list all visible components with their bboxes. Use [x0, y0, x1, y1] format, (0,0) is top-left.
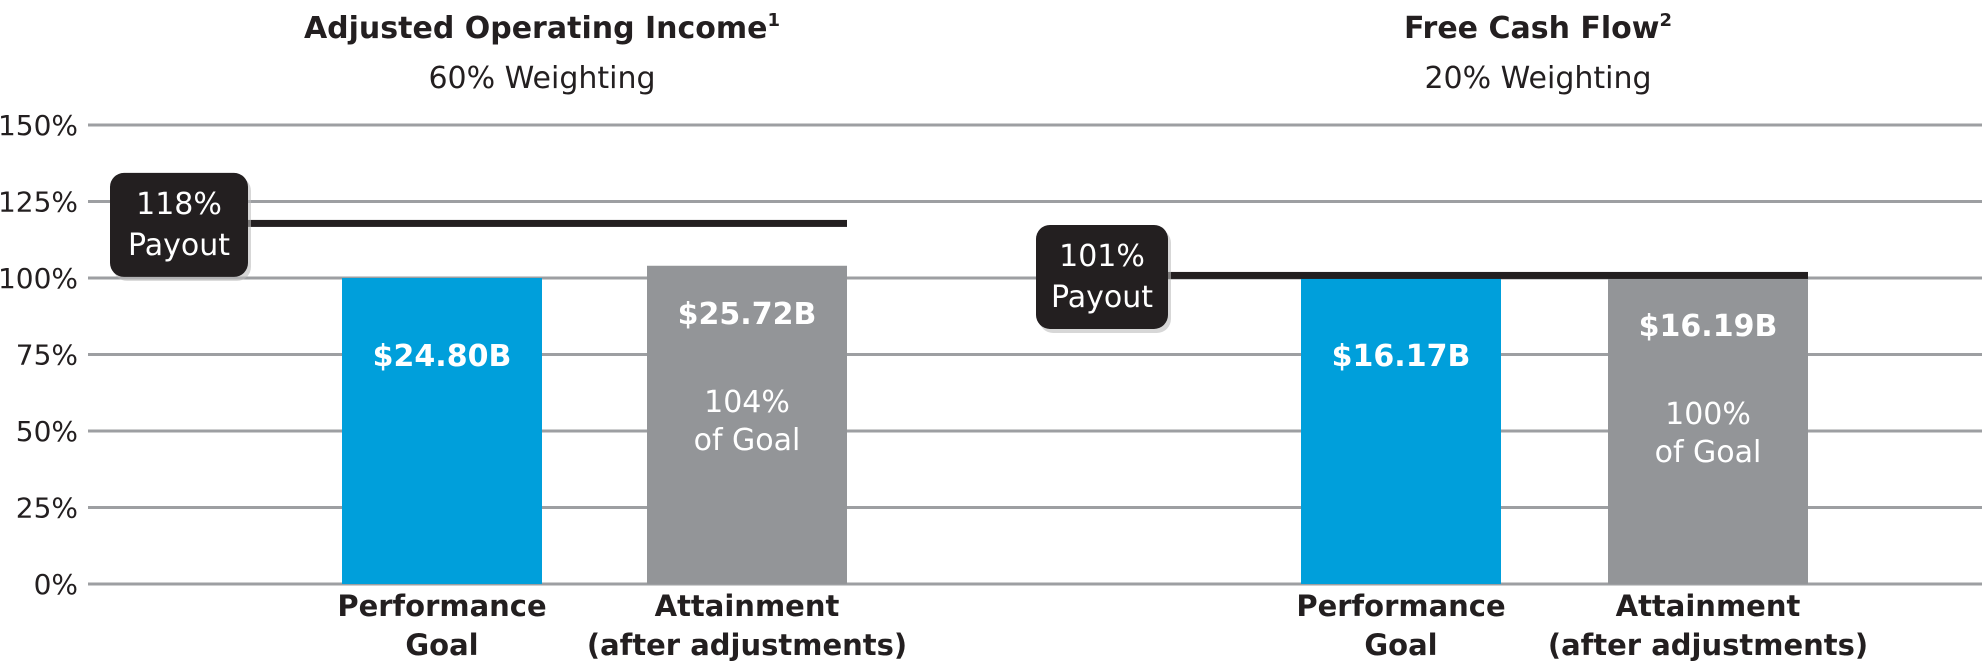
bar [342, 278, 542, 584]
bar-percent-label: of Goal [694, 423, 801, 458]
payout-label: Payout [1051, 280, 1153, 315]
bar-value-label: $16.17B [1332, 339, 1471, 374]
payout-badge [110, 172, 248, 277]
bar [1608, 278, 1808, 584]
footnote-marker: 2 [1660, 10, 1673, 31]
y-tick-label: 50% [16, 415, 78, 448]
bar-value-label: $24.80B [373, 339, 512, 374]
payout-percent: 118% [136, 187, 222, 222]
category-label: (after adjustments) [587, 628, 907, 662]
y-tick-label: 0% [34, 568, 78, 601]
chart-subtitle: 60% Weighting [428, 61, 655, 96]
bar [647, 265, 847, 584]
bar-percent-label: of Goal [1655, 435, 1762, 470]
category-label: (after adjustments) [1548, 628, 1868, 662]
bar-value-label: $16.19B [1639, 309, 1778, 344]
payout-label: Payout [128, 228, 230, 263]
payout-markers: 118% Payout 101% Payout [110, 172, 1808, 333]
chart-subtitle: 20% Weighting [1424, 61, 1651, 96]
bar-percent-label: 100% [1665, 397, 1751, 432]
category-label: Goal [1364, 628, 1437, 662]
footnote-marker: 1 [768, 10, 781, 31]
payout-percent: 101% [1059, 239, 1145, 274]
y-tick-label: 125% [0, 186, 78, 219]
bar-percent-label: 104% [704, 385, 790, 420]
bar [1301, 278, 1501, 584]
y-tick-label: 75% [16, 339, 78, 372]
y-tick-label: 150% [0, 109, 78, 142]
category-label: Performance [1296, 589, 1505, 623]
payout-line [150, 219, 847, 227]
labels: Adjusted Operating Income1 60% Weighting $… [304, 10, 1868, 662]
bars [342, 265, 1808, 584]
category-label: Attainment [1616, 589, 1801, 623]
y-axis-ticks: 0% 25% 50% 75% 100% 125% 150% [0, 109, 78, 601]
payout-badge [1036, 224, 1168, 329]
chart-title: Adjusted Operating Income1 [304, 10, 780, 46]
payout-line [1076, 271, 1808, 279]
chart-title: Free Cash Flow2 [1404, 10, 1672, 46]
bar-value-label: $25.72B [678, 297, 817, 332]
y-tick-label: 25% [16, 492, 78, 525]
category-label: Attainment [655, 589, 840, 623]
y-tick-label: 100% [0, 262, 78, 295]
category-label: Performance [337, 589, 546, 623]
category-label: Goal [405, 628, 478, 662]
